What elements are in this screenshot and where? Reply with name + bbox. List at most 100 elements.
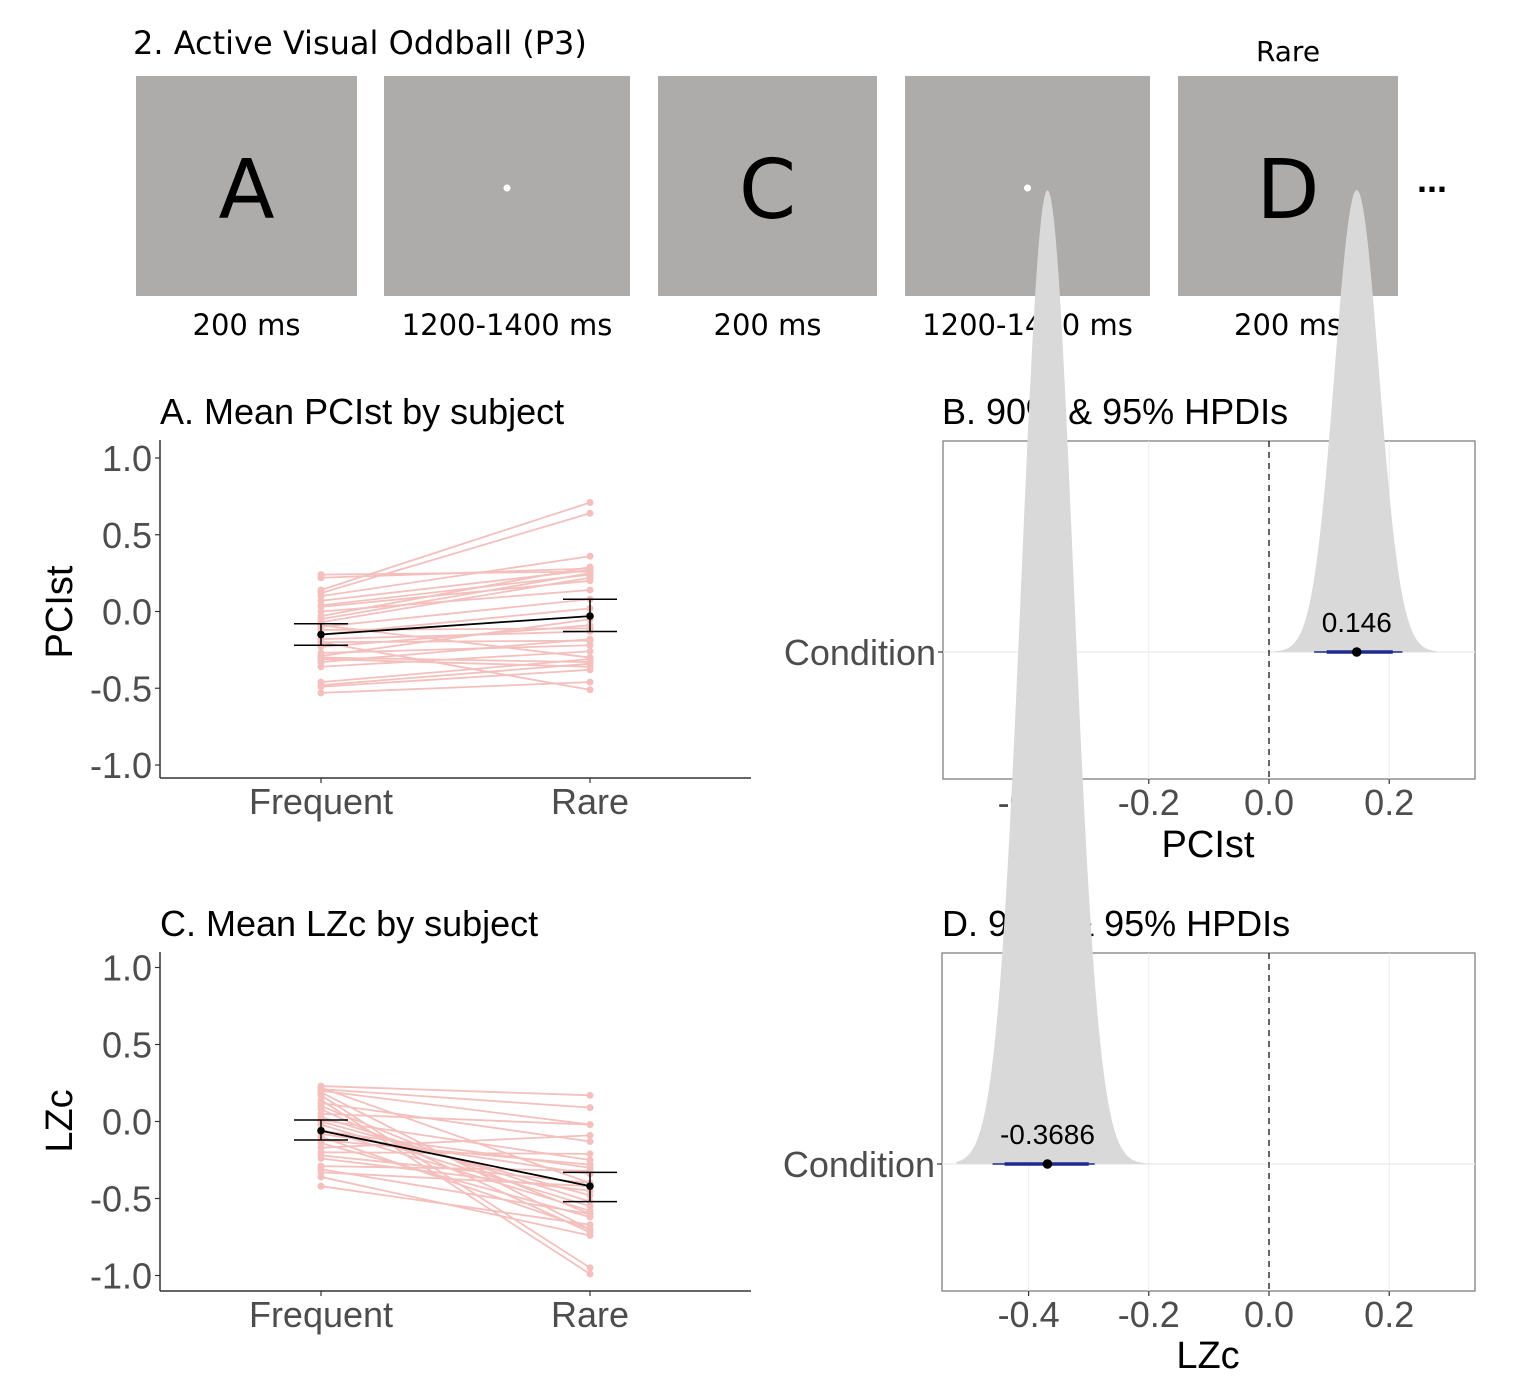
subject-line	[320, 555, 591, 598]
y-tick-label: 1.0	[102, 948, 152, 989]
subject-point-rare	[586, 1210, 594, 1218]
stimulus-frame: A 200 ms	[136, 76, 357, 342]
frame-duration: 200 ms	[714, 308, 822, 342]
subject-point-rare	[586, 1104, 594, 1112]
subject-point-rare	[586, 678, 594, 686]
y-tick-label: -1.0	[90, 1256, 152, 1297]
subject-point-frequent	[317, 1154, 325, 1162]
panel-b-xlabel: PCIst	[1162, 824, 1255, 866]
panel-b-title: B. 90% & 95% HPDIs	[942, 391, 1288, 432]
subject-line	[320, 501, 591, 591]
panel-a-pcist-by-subject: A. Mean PCIst by subject PCIst 1.0 0.5 0.0…	[39, 391, 751, 822]
mean-point	[317, 630, 325, 639]
panel-d-title: D. 90% & 95% HPDIs	[942, 903, 1290, 944]
y-tick-label: -1.0	[90, 745, 152, 786]
frame-duration: 1200-1400 ms	[402, 308, 613, 342]
subject-line	[320, 1165, 591, 1172]
subject-line	[320, 572, 591, 621]
subject-line	[320, 1089, 591, 1126]
subject-line	[320, 658, 591, 684]
subject-series	[317, 499, 594, 697]
mean-line	[320, 615, 591, 636]
y-tick-label: 0.5	[102, 515, 152, 556]
y-tick-label: 0.0	[102, 592, 152, 633]
subject-line	[320, 566, 591, 617]
subject-point-frequent	[317, 1144, 325, 1152]
stimulus-letter: D	[1256, 143, 1319, 238]
mean-point	[317, 1126, 325, 1135]
stimulus-frame: 1200-1400 ms	[905, 76, 1150, 342]
posterior-density	[1269, 190, 1438, 652]
subject-point-frequent	[317, 1173, 325, 1181]
y-category-label: Condition	[784, 632, 936, 673]
frame-duration: 1200-1400 ms	[922, 308, 1133, 342]
subject-point-rare	[586, 647, 594, 655]
subject-line	[320, 1085, 591, 1097]
estimate-label: 0.146	[1322, 607, 1392, 638]
subject-point-rare	[586, 563, 594, 571]
x-tick-label: -0.2	[1118, 1294, 1180, 1335]
ellipsis: ...	[1417, 159, 1447, 200]
subject-line	[320, 1134, 591, 1149]
stimulus-letter: A	[218, 143, 274, 238]
subject-line	[320, 1102, 591, 1143]
subject-line	[320, 1157, 591, 1192]
subject-point-rare	[586, 635, 594, 643]
subject-point-frequent	[317, 663, 325, 671]
subject-line	[320, 1094, 591, 1269]
panel-c-lzc-by-subject: C. Mean LZc by subject LZc 1.0 0.5 0.0 -0.5…	[39, 903, 751, 1335]
panel-d-xlabel: LZc	[1176, 1335, 1239, 1377]
subject-line	[320, 681, 591, 694]
subject-line	[320, 1129, 591, 1169]
panel-c-title: C. Mean LZc by subject	[160, 903, 538, 944]
stimulus-screen	[136, 76, 357, 296]
subject-point-rare	[586, 499, 594, 507]
x-tick-label: 0.0	[1244, 1294, 1294, 1335]
subject-line	[320, 512, 591, 594]
paradigm-title: 2. Active Visual Oddball (P3)	[133, 24, 587, 62]
subject-point-frequent	[317, 574, 325, 582]
posterior-estimate-point	[1042, 1159, 1053, 1169]
subject-point-rare	[586, 1164, 594, 1172]
subject-point-rare	[586, 666, 594, 674]
x-tick-label: Rare	[551, 781, 629, 822]
x-tick-label: -0.4	[998, 1294, 1060, 1335]
subject-line	[320, 573, 591, 607]
rare-label: Rare	[1256, 35, 1320, 68]
fixation-dot	[1024, 184, 1031, 192]
subject-point-rare	[586, 1150, 594, 1158]
subject-line	[320, 662, 591, 687]
subject-line	[320, 644, 591, 654]
subject-line	[320, 624, 591, 648]
subject-point-rare	[586, 1091, 594, 1099]
x-tick-label: -0.2	[1118, 782, 1180, 823]
subject-line	[320, 1123, 591, 1208]
mean-line	[320, 1129, 591, 1188]
subject-point-rare	[586, 660, 594, 668]
subject-line	[320, 668, 591, 688]
fixation-dot	[503, 184, 511, 192]
subject-point-rare	[586, 1264, 594, 1272]
subject-series	[317, 1082, 594, 1278]
subject-line	[320, 641, 591, 691]
panel-a-title: A. Mean PCIst by subject	[160, 391, 564, 432]
mean-point	[586, 1182, 594, 1190]
y-tick-label: 1.0	[102, 438, 152, 479]
frame-duration: 200 ms	[1234, 308, 1342, 342]
subject-point-rare	[586, 686, 594, 694]
subject-line	[320, 1112, 591, 1126]
x-tick-label: 0.2	[1364, 782, 1414, 823]
subject-line	[320, 1136, 591, 1231]
subject-line	[320, 658, 591, 668]
subject-point-rare	[586, 1270, 594, 1278]
estimate-label: -0.3686	[1000, 1119, 1095, 1150]
panel-a-ylabel: PCIst	[39, 565, 81, 658]
mean-point	[586, 612, 594, 620]
subject-point-frequent	[317, 689, 325, 697]
frame-duration: 200 ms	[193, 308, 301, 342]
subject-point-rare	[586, 574, 594, 582]
stimulus-frame: 1200-1400 ms	[384, 76, 630, 342]
subject-line	[320, 1151, 591, 1155]
stimulus-frame: C 200 ms	[658, 76, 877, 342]
